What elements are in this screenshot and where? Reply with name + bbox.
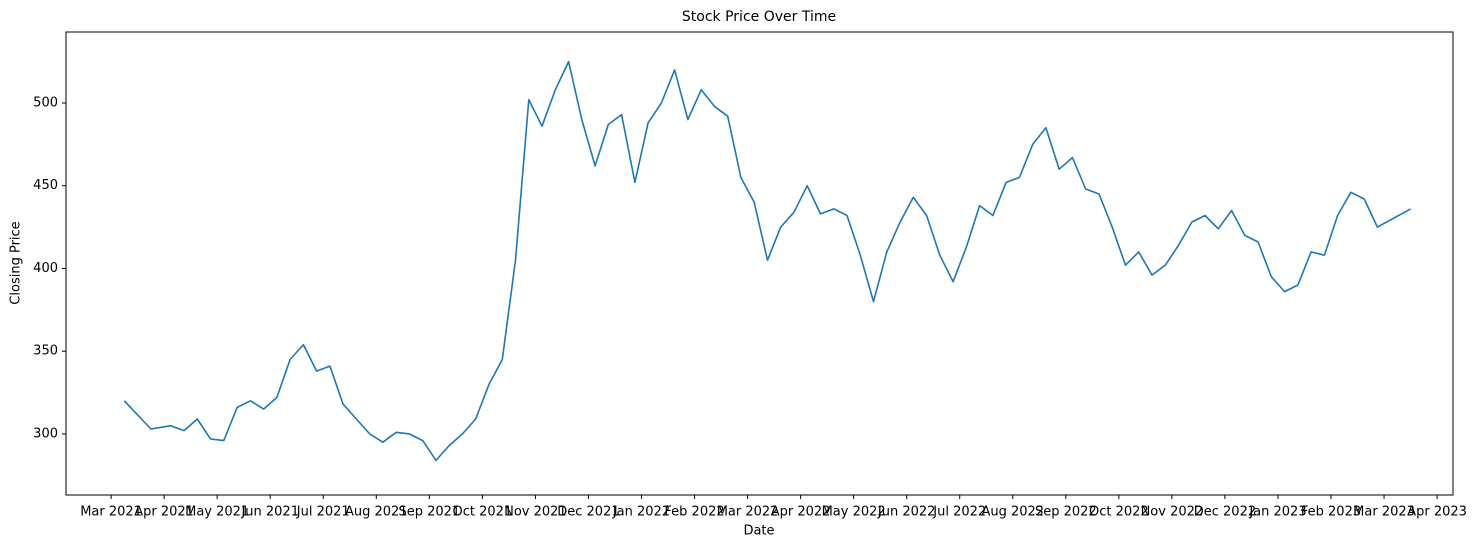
x-tick-label: Oct 2021: [453, 505, 513, 520]
y-axis-label: Closing Price: [9, 221, 24, 304]
x-tick-label: Dec 2021: [557, 505, 619, 520]
x-tick-label: Sep 2022: [1035, 505, 1097, 520]
x-tick-label: Feb 2023: [1301, 505, 1361, 520]
y-tick-label: 350: [33, 344, 58, 359]
x-tick-label: Nov 2022: [1141, 505, 1204, 520]
x-tick-label: Apr 2022: [771, 505, 831, 520]
x-tick-label: Sep 2021: [398, 505, 460, 520]
x-tick-label: Nov 2021: [504, 505, 567, 520]
x-tick-label: Mar 2022: [717, 505, 779, 520]
x-tick-label: Apr 2021: [134, 505, 194, 520]
x-tick-label: Aug 2022: [981, 505, 1044, 520]
x-tick-label: May 2022: [822, 505, 886, 520]
y-tick-label: 450: [33, 178, 58, 193]
x-tick-label: Jun 2022: [877, 505, 936, 520]
price-line: [123, 60, 1411, 462]
x-tick-label: Feb 2022: [664, 505, 724, 520]
x-tick-label: Aug 2021: [345, 505, 408, 520]
x-tick-label: Apr 2023: [1407, 505, 1467, 520]
x-axis-label: Date: [743, 524, 774, 539]
x-tick-label: Mar 2023: [1353, 505, 1415, 520]
plot-frame: [65, 31, 1454, 496]
x-tick-label: Jan 2023: [1248, 505, 1306, 520]
x-tick-label: Mar 2021: [80, 505, 142, 520]
chart-title: Stock Price Over Time: [682, 9, 836, 25]
y-tick-label: 400: [33, 261, 58, 276]
x-tick-label: Jun 2021: [240, 505, 299, 520]
x-tick-label: Jan 2022: [612, 505, 670, 520]
x-tick-label: Dec 2022: [1194, 505, 1256, 520]
x-tick-label: Jul 2022: [932, 505, 986, 520]
y-tick-label: 300: [33, 426, 58, 441]
x-tick-label: Oct 2022: [1089, 505, 1149, 520]
y-tick-label: 500: [33, 95, 58, 110]
x-tick-label: May 2021: [185, 505, 249, 520]
x-tick-label: Jul 2021: [296, 505, 350, 520]
